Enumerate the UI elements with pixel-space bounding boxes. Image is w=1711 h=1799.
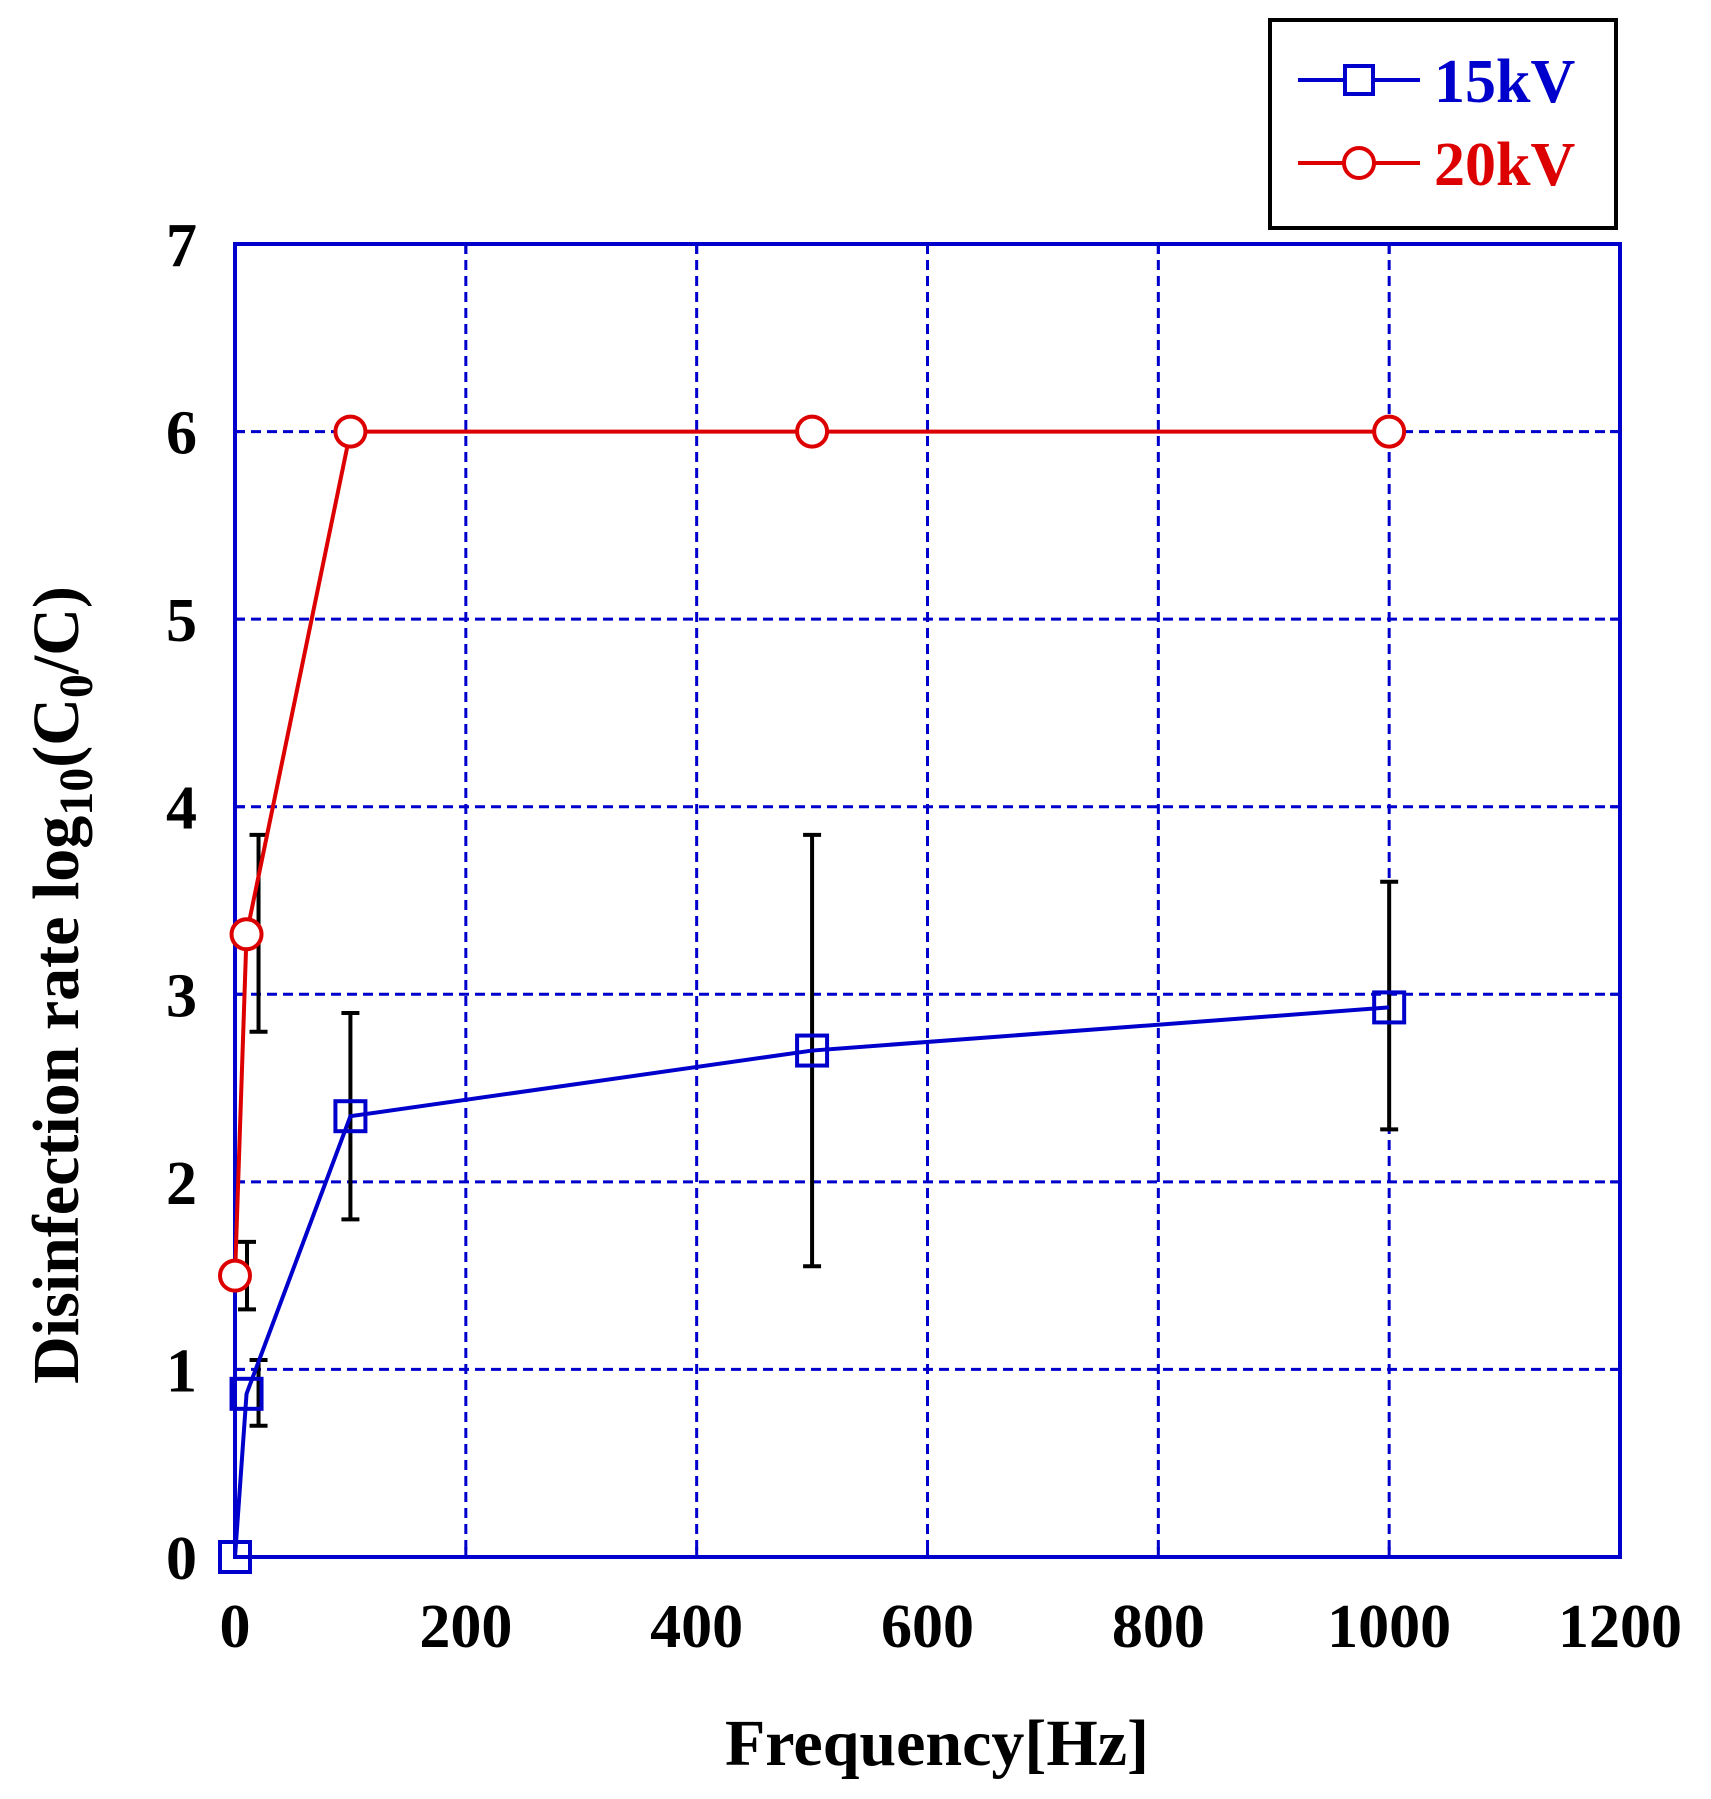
data-series [218,414,1407,1574]
x-tick-label: 0 [220,1593,251,1661]
data-point [218,1540,252,1574]
y-axis-title: Disinfection rate log10(C0/C) [20,586,103,1384]
x-tick-label: 1200 [1558,1593,1682,1661]
data-point [1372,990,1407,1025]
legend-marker-20kv [1342,146,1376,180]
y-axis-title-sub1: 10 [50,768,103,816]
data-point [229,917,264,952]
x-tick-labels: 0 200 400 600 800 1000 1200 [220,1593,1683,1661]
legend-label-15kv: 15kV [1434,48,1575,116]
y-tick-label: 1 [166,1337,197,1405]
series-15kV [218,990,1407,1574]
data-point [795,1033,830,1068]
data-point [1372,414,1407,449]
legend-label-20kv: 20kV [1434,131,1575,199]
y-axis-title-sub2: 0 [50,674,103,698]
y-tick-label: 6 [166,400,197,468]
y-tick-label: 2 [166,1150,197,1218]
y-tick-label: 5 [166,587,197,655]
y-axis-title-close: /C) [20,586,93,675]
y-axis-title-main: Disinfection rate log [20,816,93,1384]
y-tick-labels: 0 1 2 3 4 5 6 7 [166,212,197,1593]
data-point [229,1376,264,1411]
x-tick-label: 600 [881,1593,974,1661]
x-tick-label: 200 [419,1593,512,1661]
data-point [795,414,830,449]
error-bars [238,832,1399,1428]
x-tick-label: 800 [1112,1593,1205,1661]
x-tick-label: 400 [650,1593,743,1661]
plot-frame [233,242,1622,1559]
grid-lines [233,242,1622,1559]
series-line [233,1005,1390,1558]
error-bar [1380,879,1399,1132]
y-tick-label: 0 [166,1525,197,1593]
legend-marker-15kv [1343,64,1375,96]
x-axis-title: Frequency[Hz] [725,1707,1149,1780]
y-axis-title-open: (C [20,698,93,768]
y-tick-label: 4 [166,775,197,843]
data-point [333,414,368,449]
legend-box [1268,18,1618,230]
legend: 15kV 20kV [1268,18,1618,230]
data-point [218,1258,252,1293]
series-20kV [218,414,1407,1293]
y-tick-label: 7 [166,212,197,280]
data-point [333,1099,368,1134]
x-tick-label: 1000 [1327,1593,1451,1661]
y-tick-label: 3 [166,962,197,1030]
